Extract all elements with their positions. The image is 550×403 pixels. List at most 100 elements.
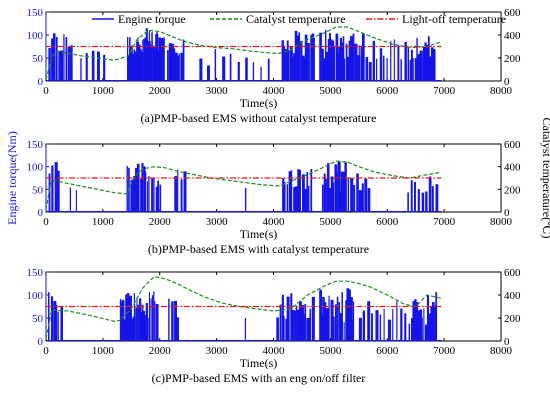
- x-tick-label: 8000: [490, 216, 513, 228]
- torque-bar: [303, 57, 306, 81]
- series-engine-torque: [46, 288, 442, 341]
- torque-bar: [421, 192, 425, 212]
- torque-bar: [390, 41, 392, 81]
- plot-area: [46, 26, 442, 81]
- torque-bar: [345, 43, 348, 81]
- torque-bar: [148, 291, 150, 341]
- torque-bar: [137, 304, 140, 341]
- torque-bar: [155, 186, 159, 212]
- torque-bar: [356, 173, 359, 212]
- torque-bar: [300, 305, 304, 341]
- torque-bar: [146, 40, 149, 81]
- torque-bar: [306, 172, 309, 212]
- torque-bar: [301, 174, 305, 212]
- y-tick-label-right: 200: [504, 53, 521, 65]
- torque-bar: [347, 177, 350, 212]
- torque-bar: [345, 300, 348, 341]
- torque-bar: [156, 50, 160, 81]
- torque-bar: [379, 48, 383, 81]
- torque-bar: [332, 182, 335, 212]
- torque-bar: [426, 294, 430, 341]
- x-tick-label: 4000: [263, 216, 286, 228]
- x-tick-label: 4000: [263, 85, 286, 97]
- torque-bar: [422, 46, 425, 81]
- torque-bar: [53, 301, 57, 341]
- torque-bar: [174, 300, 178, 341]
- torque-bar: [351, 320, 354, 341]
- torque-bar: [431, 186, 434, 212]
- x-tick-label: 0: [43, 345, 49, 357]
- torque-bar: [328, 188, 332, 212]
- torque-bar: [339, 37, 342, 81]
- torque-bar: [339, 313, 342, 341]
- torque-bar: [63, 34, 65, 81]
- torque-bar: [207, 65, 210, 81]
- torque-bar: [147, 181, 149, 212]
- torque-bar: [125, 294, 128, 341]
- torque-bar: [308, 185, 310, 212]
- torque-bar: [425, 191, 428, 212]
- torque-bar: [237, 61, 240, 81]
- torque-bar: [429, 56, 432, 81]
- y-tick-label-left: 100: [27, 162, 44, 174]
- torque-bar: [138, 44, 141, 81]
- x-tick-label: 7000: [433, 216, 456, 228]
- torque-bar: [141, 304, 144, 341]
- y-tick-label-left: 150: [27, 139, 44, 151]
- torque-bar: [410, 180, 413, 212]
- torque-bar: [148, 30, 150, 81]
- torque-bar: [335, 171, 338, 212]
- torque-bar: [361, 33, 365, 81]
- torque-bar: [346, 56, 350, 81]
- torque-bar: [329, 33, 331, 81]
- torque-bar: [320, 55, 322, 81]
- x-tick-label: 2000: [149, 85, 172, 97]
- torque-bar: [300, 40, 303, 81]
- x-axis-label: Time(s): [240, 227, 278, 241]
- torque-bar: [424, 42, 427, 81]
- torque-bar: [353, 184, 356, 212]
- y-tick-label-left: 100: [27, 30, 44, 42]
- torque-bar: [326, 163, 330, 212]
- torque-bar: [141, 51, 144, 81]
- torque-bar: [415, 302, 419, 341]
- torque-bar: [151, 32, 153, 81]
- torque-bar: [168, 298, 170, 341]
- torque-bar: [326, 312, 329, 341]
- x-tick-label: 0: [43, 216, 49, 228]
- torque-bar: [368, 61, 372, 81]
- torque-bar: [283, 45, 285, 81]
- torque-bar: [290, 293, 293, 341]
- torque-bar: [286, 296, 290, 341]
- torque-bar: [168, 43, 172, 81]
- torque-bar: [142, 310, 146, 341]
- series-engine-torque: [46, 28, 442, 81]
- torque-bar: [341, 292, 343, 341]
- torque-bar: [352, 301, 355, 341]
- torque-bar: [323, 302, 327, 341]
- torque-bar: [52, 33, 56, 81]
- torque-bar: [267, 58, 270, 81]
- torque-bar: [425, 44, 429, 81]
- torque-bar: [141, 163, 144, 212]
- torque-bar: [154, 301, 156, 341]
- torque-bar: [323, 58, 326, 81]
- torque-bar: [143, 166, 146, 212]
- torque-bar: [306, 318, 309, 341]
- y-tick-label-left: 100: [27, 290, 44, 302]
- torque-bar: [296, 35, 299, 81]
- torque-bar: [133, 49, 136, 81]
- torque-bar: [431, 302, 435, 341]
- legend: Engine torque Catalyst temperature Light-o…: [92, 12, 506, 26]
- torque-bar: [153, 177, 155, 212]
- x-tick-label: 5000: [319, 345, 342, 357]
- torque-bar: [298, 32, 301, 81]
- torque-bar: [51, 38, 54, 81]
- series-catalyst-temperature: [46, 26, 442, 80]
- y-tick-label-left: 0: [38, 207, 44, 219]
- y-axis-label-right: Catalyst temperature(℃): [540, 117, 550, 238]
- torque-bar: [400, 59, 402, 81]
- y-tick-label-right: 600: [504, 267, 521, 279]
- torque-bar: [311, 33, 315, 81]
- x-tick-label: 3000: [206, 216, 229, 228]
